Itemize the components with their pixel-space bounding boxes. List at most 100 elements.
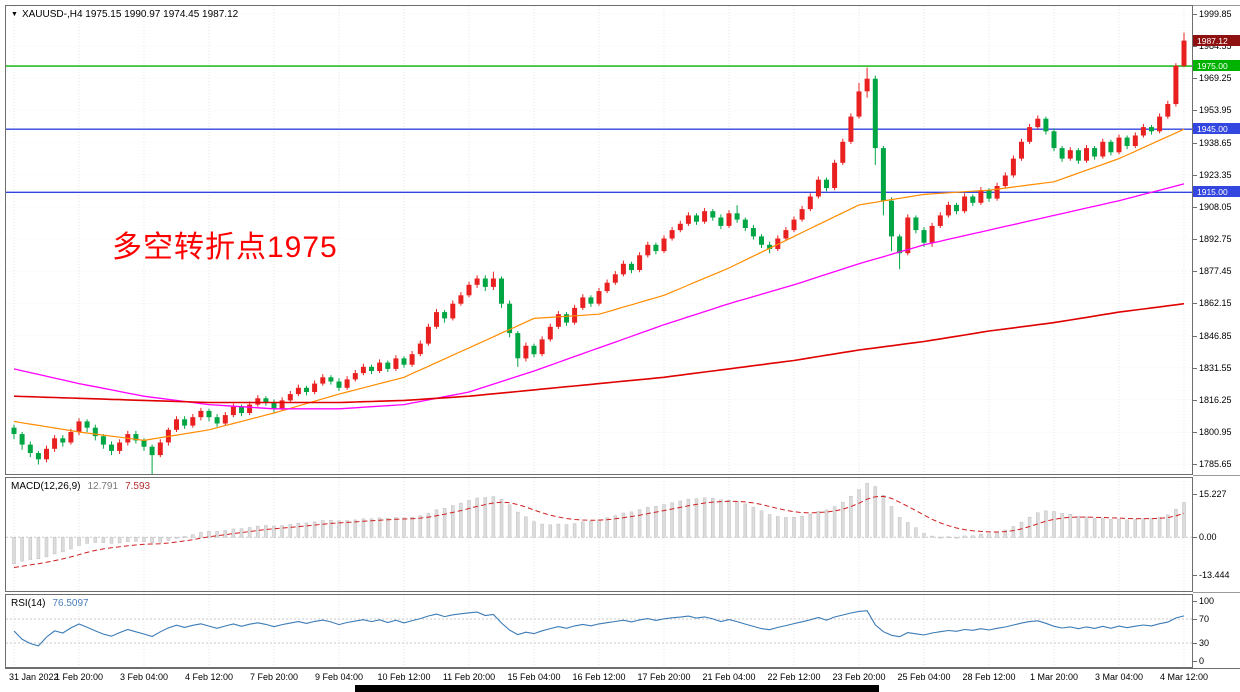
axis-label: 70 — [1199, 614, 1210, 624]
axis-tick — [1193, 367, 1197, 369]
time-axis-label: 11 Feb 20:00 — [442, 672, 496, 682]
axis-tick — [1193, 601, 1197, 602]
axis-tick — [1193, 464, 1197, 466]
axis-tick — [1193, 239, 1197, 241]
axis-label: 15.227 — [1199, 489, 1227, 500]
axis-tick — [1193, 271, 1197, 273]
rsi-canvas[interactable] — [6, 595, 1192, 667]
macd-histogram — [12, 483, 1186, 565]
axis-label: 1800.95 — [1199, 427, 1232, 438]
time-axis-label: 1 Mar 20:00 — [1029, 672, 1079, 682]
time-scale[interactable]: 31 Jan 2022 1 Feb 20:00 3 Feb 04:00 4 Feb 1… — [5, 668, 1240, 687]
time-axis-label: 9 Feb 04:00 — [314, 672, 364, 682]
axis-tick — [1193, 661, 1197, 662]
rsi-grid — [6, 595, 1192, 667]
time-axis-label: 1 Feb 20:00 — [54, 672, 104, 682]
collapse-triangle-icon: ▼ — [11, 11, 18, 18]
axis-label: 1892.75 — [1199, 234, 1232, 245]
time-axis-label: 31 Jan 2022 — [9, 672, 59, 682]
axis-tick — [1193, 432, 1197, 434]
time-axis-label: 22 Feb 12:00 — [767, 672, 821, 682]
axis-label: 1999.85 — [1199, 8, 1232, 19]
time-axis-label: 15 Feb 04:00 — [507, 672, 561, 682]
axis-tick — [1193, 335, 1197, 337]
axis-label: 1816.25 — [1199, 394, 1232, 405]
macd-header: MACD(12,26,9) 12.791 7.593 — [11, 481, 150, 492]
support-resistance-lines[interactable] — [6, 65, 1192, 194]
macd-panel[interactable]: MACD(12,26,9) 12.791 7.593 — [5, 477, 1193, 592]
rsi-header: RSI(14) 76.5097 — [11, 598, 89, 609]
axis-tick — [1193, 13, 1197, 15]
scale-separator — [1193, 592, 1240, 593]
axis-label: 1923.35 — [1199, 169, 1232, 180]
axis-tick — [1193, 575, 1197, 577]
axis-label: 1984.55 — [1199, 41, 1232, 52]
axis-label: 30 — [1199, 638, 1210, 648]
rsi-line — [13, 610, 1185, 647]
axis-tick — [1193, 110, 1197, 112]
time-axis-label: 21 Feb 04:00 — [702, 672, 756, 682]
axis-tick — [1193, 78, 1197, 80]
axis-tick — [1193, 537, 1197, 539]
axis-label: 1862.15 — [1199, 298, 1232, 309]
axis-tick — [1193, 619, 1197, 620]
time-axis-label: 17 Feb 20:00 — [637, 672, 691, 682]
time-axis-label: 10 Feb 12:00 — [377, 672, 431, 682]
current-price-tag: 1987.12 — [1193, 34, 1240, 46]
level-price-tag: 1975.00 — [1193, 60, 1240, 72]
axis-label: 1938.65 — [1199, 137, 1232, 148]
ma-fast-orange — [13, 128, 1185, 442]
axis-tick — [1193, 643, 1197, 644]
axis-tick — [1193, 142, 1197, 144]
macd-signal-line — [13, 495, 1185, 568]
scale-separator — [1193, 5, 1240, 6]
price-chart-canvas[interactable] — [6, 6, 1192, 474]
time-axis-label: 3 Feb 04:00 — [119, 672, 169, 682]
axis-label: 100 — [1199, 596, 1215, 606]
chart-annotation-text: 多空转折点1975 — [112, 231, 338, 264]
symbol-ohlc-text: XAUUSD-,H4 1975.15 1990.97 1974.45 1987.… — [21, 9, 239, 20]
axis-tick — [1193, 303, 1197, 305]
axis-label: -13.444 — [1199, 570, 1230, 581]
rsi-panel[interactable]: RSI(14) 76.5097 — [5, 594, 1193, 668]
time-axis-label: 16 Feb 12:00 — [572, 672, 626, 682]
axis-tick — [1193, 399, 1197, 401]
axis-label: 0.00 — [1199, 532, 1217, 543]
macd-signal-value: 7.593 — [125, 481, 151, 492]
time-axis-label: 25 Feb 04:00 — [897, 672, 951, 682]
axis-label: 1831.55 — [1199, 362, 1232, 373]
time-axis-label: 23 Feb 20:00 — [832, 672, 886, 682]
axis-label: 1785.65 — [1199, 459, 1232, 470]
level-price-tag: 1915.00 — [1193, 186, 1240, 198]
axis-tick — [1193, 494, 1197, 496]
axis-label: 1969.25 — [1199, 73, 1232, 84]
axis-label: 1877.45 — [1199, 266, 1232, 277]
bottom-black-bar — [355, 685, 879, 692]
ma-slow-red — [13, 302, 1185, 404]
rsi-value: 76.5097 — [52, 598, 89, 609]
chart-symbol-header: ▼ XAUUSD-,H4 1975.15 1990.97 1974.45 198… — [11, 9, 238, 20]
main-grid — [6, 6, 1192, 474]
macd-canvas[interactable] — [6, 478, 1192, 591]
time-axis-label: 4 Mar 12:00 — [1159, 672, 1209, 682]
time-axis-label: 3 Mar 04:00 — [1094, 672, 1144, 682]
axis-label: 1908.05 — [1199, 201, 1232, 212]
main-chart-panel[interactable]: ▼ XAUUSD-,H4 1975.15 1990.97 1974.45 198… — [5, 5, 1193, 475]
level-price-tag: 1945.00 — [1193, 123, 1240, 135]
axis-label: 1846.85 — [1199, 330, 1232, 341]
axis-tick — [1193, 174, 1197, 176]
macd-main-value: 12.791 — [87, 481, 119, 492]
price-scale[interactable]: 1999.85 1984.55 1969.25 1953.95 1938.65 1923.… — [1193, 5, 1240, 668]
time-axis-label: 4 Feb 12:00 — [184, 672, 234, 682]
scale-separator — [1193, 475, 1240, 476]
macd-label: MACD(12,26,9) — [11, 481, 81, 492]
time-axis-label: 7 Feb 20:00 — [249, 672, 299, 682]
ma-mid-magenta — [13, 183, 1185, 410]
axis-tick — [1193, 206, 1197, 208]
axis-tick — [1193, 46, 1197, 48]
time-axis-label: 28 Feb 12:00 — [962, 672, 1016, 682]
axis-label: 0 — [1199, 656, 1205, 666]
axis-label: 1953.95 — [1199, 105, 1232, 116]
rsi-label: RSI(14) — [11, 598, 46, 609]
